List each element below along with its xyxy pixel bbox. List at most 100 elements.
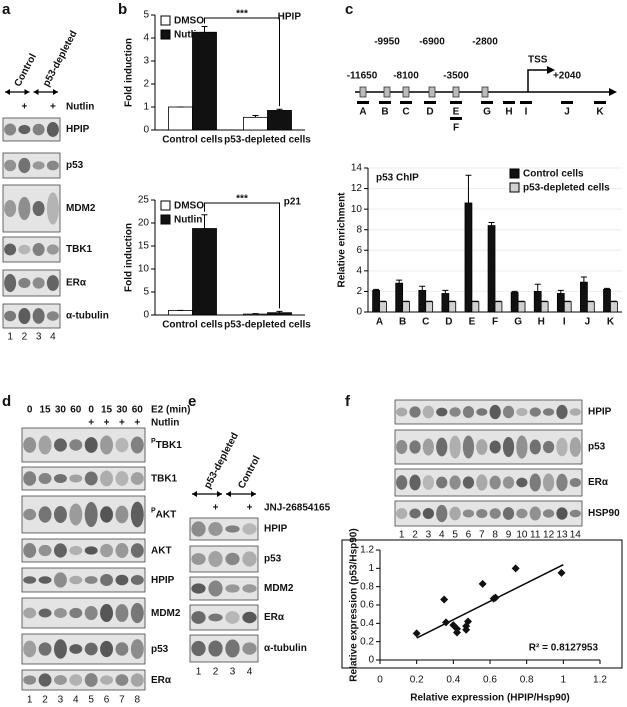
x-tick-label: H xyxy=(538,317,545,328)
blot-band xyxy=(38,608,52,618)
chart-annotation: p21 xyxy=(284,197,302,208)
bar xyxy=(192,228,217,316)
blot-band xyxy=(191,583,206,594)
blot-band xyxy=(449,435,461,459)
lane-number: 5 xyxy=(452,530,458,541)
legend-swatch xyxy=(509,168,520,179)
time-label: 30 xyxy=(116,405,128,416)
region-label: H xyxy=(505,107,512,118)
point xyxy=(412,629,421,638)
bar xyxy=(494,301,503,313)
blot-band xyxy=(191,640,206,657)
region-bar xyxy=(357,101,369,104)
blot-band xyxy=(489,508,501,519)
arrow-head xyxy=(53,89,58,95)
bar xyxy=(243,116,268,131)
element-box xyxy=(481,86,489,98)
blot-band xyxy=(489,475,501,490)
time-axis-label: E2 (min) xyxy=(151,405,190,416)
y-tick-label: 4 xyxy=(143,33,149,44)
blot-band xyxy=(569,509,581,518)
point xyxy=(453,624,461,633)
element-box xyxy=(383,86,391,98)
element-box xyxy=(402,86,410,98)
arrow-head xyxy=(24,89,30,95)
error-bar xyxy=(564,300,571,302)
bar xyxy=(418,289,427,313)
y-axis-label: Fold induction xyxy=(124,223,135,292)
lane-number: 2 xyxy=(213,667,219,678)
legend-swatch xyxy=(160,214,171,225)
blot-band xyxy=(115,505,129,524)
bar xyxy=(267,312,292,316)
blot-band xyxy=(409,440,421,454)
lane-number: 3 xyxy=(36,332,42,343)
y-tick-label: 6 xyxy=(356,245,362,256)
blot-band xyxy=(225,584,240,593)
treatment-sign: + xyxy=(119,418,125,429)
region-bar xyxy=(561,101,573,104)
tss-label: TSS xyxy=(528,55,548,66)
x-tick-label: C xyxy=(422,317,429,328)
row-label: ERα xyxy=(151,675,172,686)
error-bar xyxy=(380,300,387,302)
x-tick-label: p53-depleted cells xyxy=(224,135,311,146)
blot-band xyxy=(32,242,45,257)
blot-band xyxy=(502,405,515,419)
blot-band xyxy=(32,308,45,324)
panel-label: e xyxy=(188,393,196,410)
blot-band xyxy=(130,574,144,586)
blot-band xyxy=(115,471,129,486)
position-label: -9950 xyxy=(374,37,400,48)
row-label: α-tubulin xyxy=(66,311,109,322)
row-label: HSP90 xyxy=(588,508,620,519)
group-label: p53-depleted xyxy=(41,29,80,89)
blot-band xyxy=(462,509,475,518)
error-bar xyxy=(511,290,518,293)
y-tick-label: 1.2 xyxy=(360,545,374,556)
blot-band xyxy=(130,501,144,528)
region-bar xyxy=(594,101,606,104)
y-tick-label: 14 xyxy=(351,163,363,174)
blot-band xyxy=(130,639,144,659)
element-box xyxy=(428,86,436,98)
blot-band xyxy=(242,642,257,655)
blot-band xyxy=(556,473,568,492)
blot-band xyxy=(130,472,144,485)
blot-band xyxy=(46,244,59,255)
blot-band xyxy=(23,437,37,453)
significance-label: *** xyxy=(236,9,248,20)
blot-band xyxy=(100,574,114,586)
blot-band xyxy=(476,408,488,416)
row-label: MDM2 xyxy=(66,203,96,214)
blot-band xyxy=(529,473,541,492)
blot-band xyxy=(462,405,475,419)
blot-band xyxy=(502,476,515,489)
error-bar xyxy=(201,26,208,33)
error-bar xyxy=(580,276,587,283)
error-bar xyxy=(201,214,208,229)
blot-band xyxy=(38,642,52,656)
row-label: ERα xyxy=(588,477,609,488)
error-bar xyxy=(610,300,617,302)
blot-band xyxy=(53,572,67,588)
treatment-sign: + xyxy=(104,418,110,429)
bar xyxy=(533,291,542,313)
lane-number: 1 xyxy=(7,332,13,343)
blot-band xyxy=(4,310,17,322)
group-label: Control xyxy=(13,52,40,89)
blot-band xyxy=(208,613,223,622)
blot-band xyxy=(242,584,257,593)
panel-label: c xyxy=(345,1,353,18)
treatment-label: JNJ-26854165 xyxy=(264,503,331,514)
blot-band xyxy=(69,545,83,556)
error-bar xyxy=(534,283,541,292)
row-label: MDM2 xyxy=(151,608,181,619)
legend-label: p53-depleted cells xyxy=(523,183,610,194)
blot-band xyxy=(130,673,144,687)
error-bar xyxy=(419,285,426,291)
blot-band xyxy=(53,675,67,685)
x-tick-label: 1 xyxy=(561,675,567,686)
blot-band xyxy=(69,503,83,526)
y-tick-label: 0.6 xyxy=(360,600,374,611)
